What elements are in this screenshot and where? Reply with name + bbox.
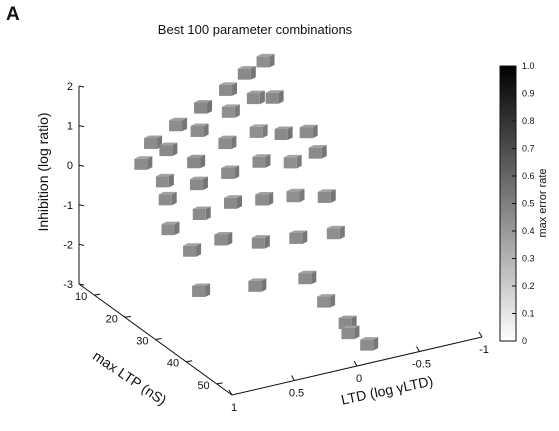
colorbar-ticks: 1.0 0.9 0.8 0.7 0.6 0.5 0.4 0.3 0.2 0.1 0 <box>512 61 535 346</box>
data-cube <box>317 189 336 203</box>
data-cube <box>341 325 360 340</box>
colorbar-tick-label: 0.7 <box>522 144 535 154</box>
data-cube <box>251 235 270 249</box>
data-cube <box>219 82 238 96</box>
colorbar-tick-label: 0.8 <box>522 116 535 126</box>
y-tick-label: 50 <box>197 380 209 392</box>
data-cube <box>246 90 265 105</box>
data-cube <box>252 154 271 168</box>
z-tick-label: -2 <box>63 239 73 251</box>
data-cube <box>169 117 188 132</box>
y-tick-label: 10 <box>75 291 87 303</box>
x-ticks: 1 0.5 0 -0.5 -1 <box>228 331 489 414</box>
colorbar-tick-label: 0.1 <box>522 309 535 319</box>
data-cube <box>134 156 153 170</box>
data-cube <box>218 135 237 150</box>
data-cube <box>248 278 267 292</box>
x-tick-mark <box>478 331 483 338</box>
data-cube <box>265 90 284 104</box>
data-cube <box>158 191 177 206</box>
x-tick-label: 1 <box>231 402 237 414</box>
data-cube <box>194 100 213 114</box>
colorbar-tick-label: 0 <box>522 336 527 346</box>
y-axis-label: max LTP (nS) <box>90 347 169 408</box>
data-cube <box>214 232 233 246</box>
x-tick-mark <box>228 389 233 396</box>
data-cube <box>317 294 336 308</box>
y-tick-mark <box>94 293 101 296</box>
data-cube <box>299 124 318 139</box>
z-ticks: 2 1 0 -1 -2 -3 <box>63 81 85 291</box>
colorbar-tick-label: 0.2 <box>522 281 535 291</box>
y-ticks: 10 20 30 40 50 <box>75 291 223 392</box>
x-tick-label: 0.5 <box>289 388 304 400</box>
y-tick-mark <box>216 382 223 385</box>
x-tick-label: -0.5 <box>412 359 431 371</box>
data-cube <box>192 283 211 297</box>
colorbar-tick-label: 0.3 <box>522 254 535 264</box>
z-tick-label: 2 <box>67 81 73 93</box>
panel-letter: A <box>6 4 20 25</box>
data-cubes <box>134 53 379 351</box>
data-cube <box>255 192 274 206</box>
z-tick-label: 0 <box>67 160 73 172</box>
data-cube <box>155 173 174 188</box>
data-cube <box>326 225 345 240</box>
data-cube <box>298 270 317 285</box>
data-cube <box>221 165 240 179</box>
colorbar-tick-label: 1.0 <box>522 61 535 71</box>
data-cube <box>159 142 178 157</box>
x-tick-mark <box>291 375 295 381</box>
y-tick-label: 20 <box>106 313 118 325</box>
z-tick-label: -3 <box>63 279 73 291</box>
z-tick-mark <box>78 164 85 167</box>
data-cube <box>283 154 302 169</box>
data-cube <box>249 124 268 138</box>
colorbar-tick-label: 0.9 <box>522 89 535 99</box>
data-cube <box>274 126 293 141</box>
data-cube <box>189 176 208 191</box>
data-cube <box>256 53 275 68</box>
z-tick-mark <box>78 243 85 246</box>
data-cube <box>308 145 327 159</box>
z-tick-mark <box>78 204 85 207</box>
z-tick-label: -1 <box>63 200 73 212</box>
colorbar-tick-label: 0.4 <box>522 226 535 236</box>
data-cube <box>192 206 211 221</box>
x-tick-label: 0 <box>356 373 362 385</box>
y-tick-label: 30 <box>136 336 148 348</box>
y-tick-label: 40 <box>167 358 179 370</box>
z-tick-mark <box>78 283 85 286</box>
x-axis-label: LTD (log γLTD) <box>340 373 435 408</box>
chart-title: Best 100 parameter combinations <box>157 22 353 37</box>
data-cube <box>224 195 242 209</box>
data-cube <box>286 188 305 203</box>
colorbar-tick-label: 0.6 <box>522 171 535 181</box>
z-tick-mark <box>78 85 85 88</box>
x-tick-mark <box>353 360 358 367</box>
y-tick-mark <box>155 338 162 340</box>
y-tick-mark <box>124 315 131 318</box>
data-cube <box>187 154 206 169</box>
x-tick-mark <box>416 346 420 352</box>
z-tick-label: 1 <box>67 121 73 133</box>
colorbar-label: max error rate <box>537 168 549 237</box>
data-cube <box>183 243 202 257</box>
data-cube <box>161 221 180 236</box>
data-cube <box>221 104 240 118</box>
data-cube <box>360 337 379 351</box>
data-cube <box>237 66 256 80</box>
data-cube <box>190 123 209 137</box>
colorbar-tick-label: 0.5 <box>522 199 535 209</box>
z-axis-label: Inhibition (log ratio) <box>35 112 51 231</box>
data-cube <box>289 230 308 244</box>
x-tick-label: -1 <box>479 344 489 356</box>
y-tick-mark <box>186 360 193 363</box>
z-tick-mark <box>78 125 85 128</box>
